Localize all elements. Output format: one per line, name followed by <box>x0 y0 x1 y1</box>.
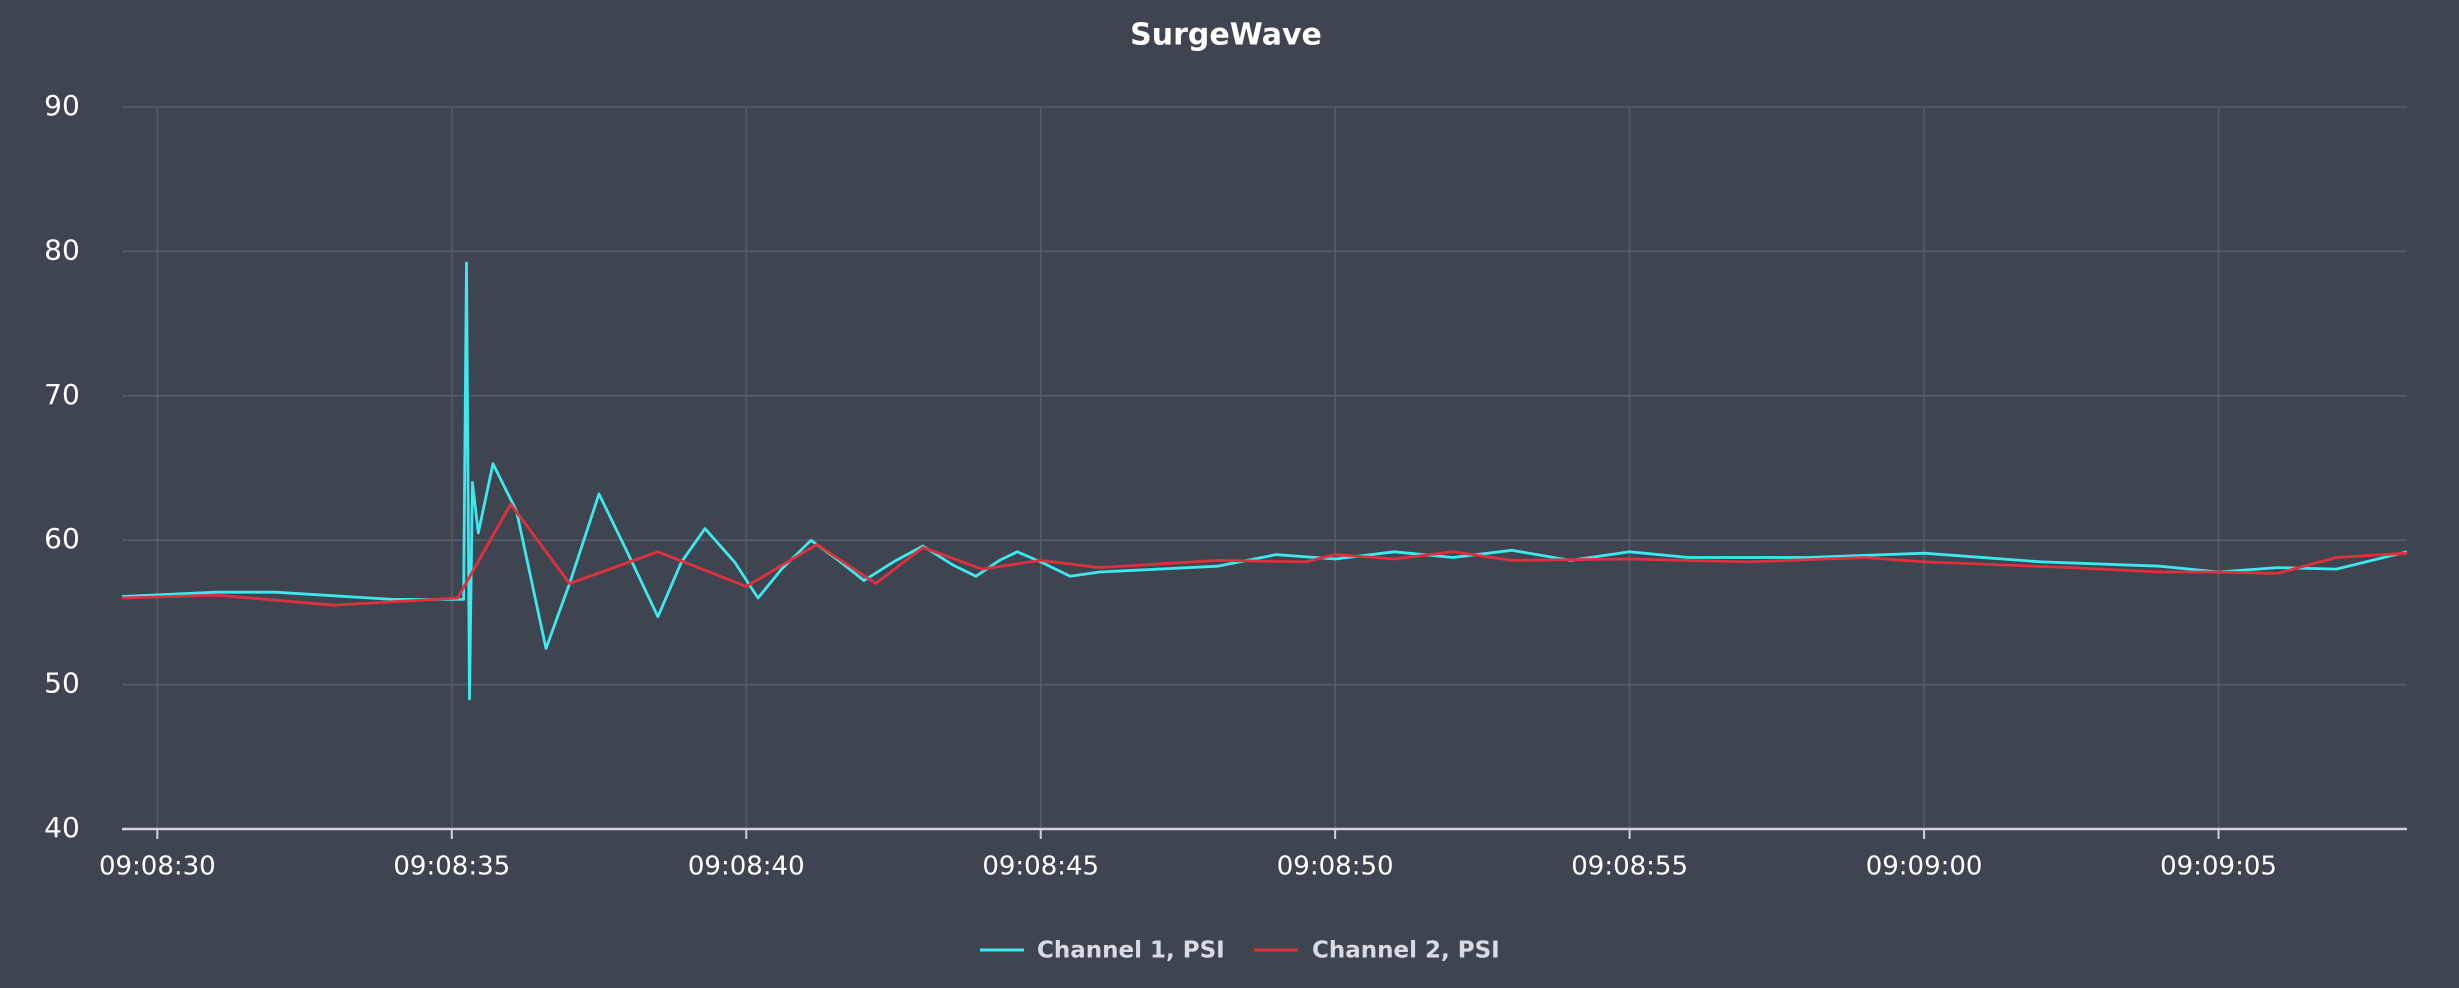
legend-label: Channel 1, PSI <box>1037 938 1225 964</box>
x-tick-label: 09:08:55 <box>1571 852 1688 882</box>
y-tick-label: 50 <box>44 667 80 700</box>
legend-label: Channel 2, PSI <box>1312 938 1500 964</box>
chart-title: SurgeWave <box>1130 18 1322 53</box>
y-tick-label: 60 <box>44 522 80 555</box>
x-tick-label: 09:08:30 <box>99 852 216 882</box>
x-tick-label: 09:09:00 <box>1866 852 1983 882</box>
y-tick-label: 90 <box>44 89 80 122</box>
x-tick-label: 09:08:40 <box>688 852 805 882</box>
y-tick-label: 40 <box>44 811 80 844</box>
x-tick-label: 09:08:35 <box>393 852 510 882</box>
x-tick-label: 09:09:05 <box>2160 852 2277 882</box>
x-tick-label: 09:08:45 <box>982 852 1099 882</box>
y-tick-label: 70 <box>44 378 80 411</box>
y-tick-label: 80 <box>44 233 80 266</box>
series-line <box>121 502 2408 607</box>
x-tick-label: 09:08:50 <box>1277 852 1394 882</box>
series-line <box>121 261 2408 701</box>
